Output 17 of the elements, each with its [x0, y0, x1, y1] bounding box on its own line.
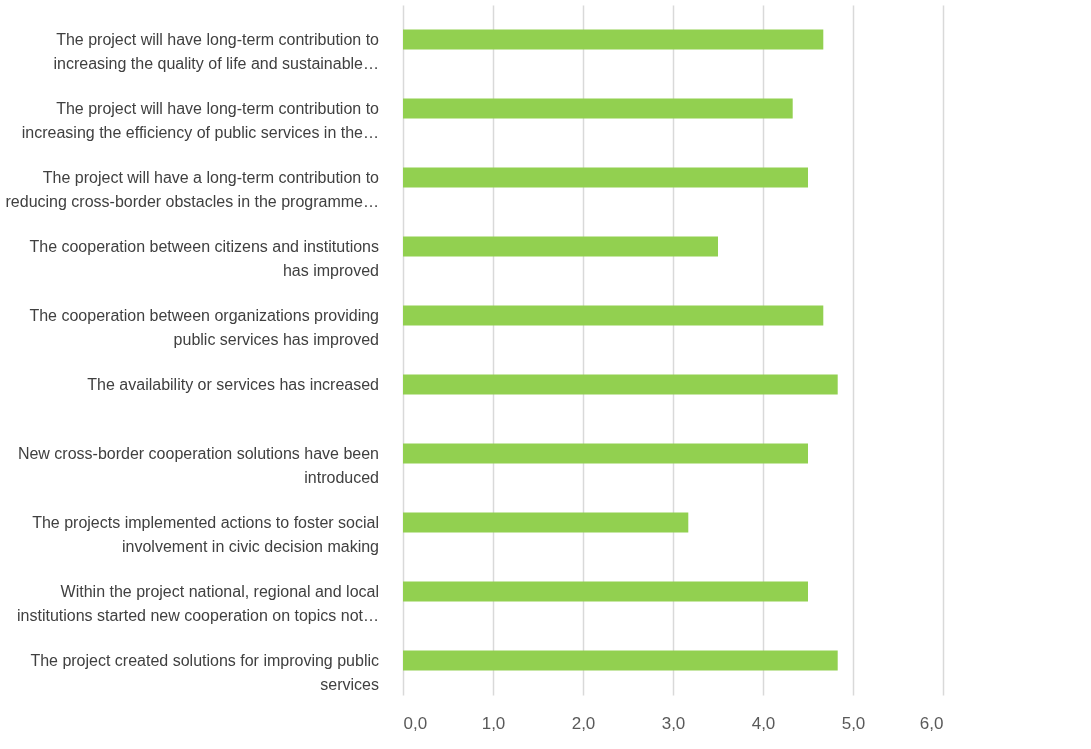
x-tick-label: 2,0: [571, 713, 596, 733]
y-tick-label: The project will have long-term contribution to increasing the efficiency of public services in the…: [21, 99, 380, 141]
y-tick-label: The cooperation between citizens and institutions has improved: [29, 237, 379, 279]
y-tick-label: The availability or services has increased: [87, 375, 379, 393]
x-tick-label: 4,0: [751, 713, 776, 733]
x-tick-label: 0,0: [403, 713, 428, 733]
x-tick-label: 1,0: [481, 713, 506, 733]
y-tick-label: Within the project national, regional and local institutions started new cooperation on topics not…: [17, 582, 379, 624]
y-tick-label: New cross-border cooperation solutions have been introduced: [17, 444, 379, 486]
y-tick-label: The project will have long-term contribution to increasing the quality of life and sustainable…: [53, 30, 380, 72]
y-tick-label: The projects implemented actions to foster social involvement in civic decision making: [32, 513, 379, 555]
x-tick-label: 3,0: [661, 713, 686, 733]
x-tick-label: 6,0: [919, 713, 944, 733]
x-tick-label: 5,0: [841, 713, 866, 733]
y-tick-label: The project will have a long-term contribution to reducing cross-border obstacles in the programme…: [5, 168, 380, 210]
y-tick-label: The cooperation between organizations providing public services has improved: [29, 306, 379, 348]
y-tick-label: The project created solutions for improving public services: [30, 651, 379, 693]
